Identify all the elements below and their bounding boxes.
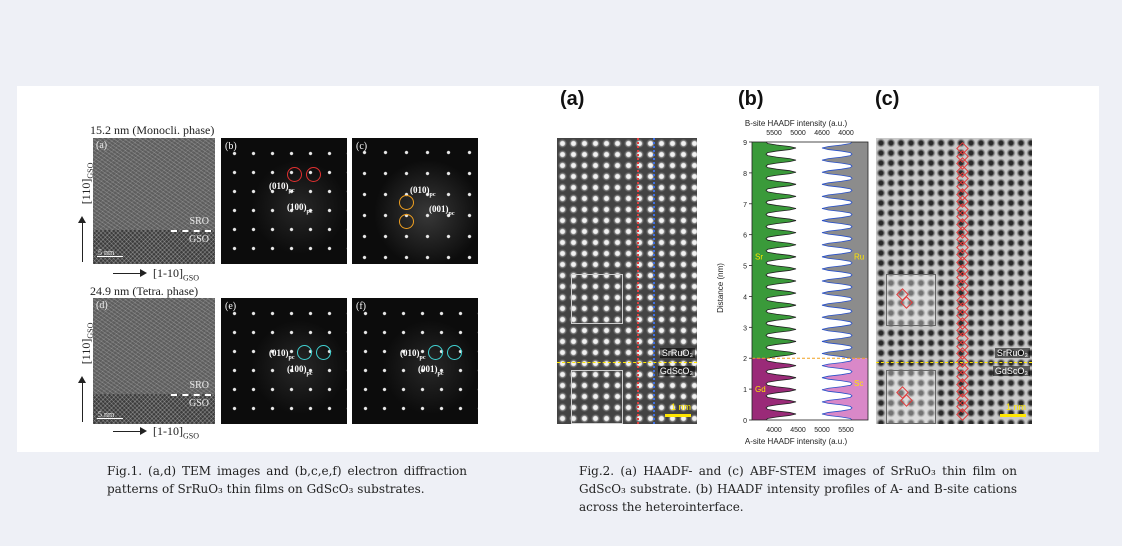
fig2-panel-label-c: (c) [875, 88, 900, 110]
xlabel-bottom: A-site HAADF intensity (a.u.) [745, 437, 848, 446]
y-tick-label: 6 [743, 233, 747, 240]
ring-marker [428, 345, 443, 360]
scale-bar [1000, 414, 1026, 417]
y-tick-label: 5 [743, 264, 747, 271]
gso-tag: GdScO₃ [657, 366, 695, 376]
ring-marker [306, 167, 321, 182]
x-tick-label-bottom: 5500 [838, 427, 854, 434]
axis-vertical-text: [110] [78, 178, 93, 205]
sro-label: SRO [189, 216, 209, 227]
xlabel-top: B-site HAADF intensity (a.u.) [745, 119, 848, 128]
tem-image-d: (d) SRO GSO 5 nm [93, 298, 215, 424]
ring-marker [447, 345, 462, 360]
y-tick-label: 8 [743, 171, 747, 178]
diffraction-pattern-b: (b) (010)pc (100)pc [221, 138, 347, 264]
panel-label-f: (f) [356, 301, 366, 312]
panel-label-c: (c) [356, 141, 368, 152]
sro-tag: SrRuO₃ [994, 348, 1030, 358]
ring-marker [316, 345, 331, 360]
fig1-bottom-title: 24.9 nm (Tetra. phase) [90, 284, 199, 298]
ru-label: Ru [854, 252, 864, 261]
sro-tag: SrRuO₃ [659, 348, 695, 358]
haadf-intensity-profile-chart: B-site HAADF intensity (a.u.) Distance (… [716, 119, 869, 446]
y-tick-label: 0 [743, 418, 747, 425]
fig1-top-title: 15.2 nm (Monocli. phase) [90, 123, 215, 137]
ylabel: Distance (nm) [716, 263, 725, 313]
spot-010-label: (010) [269, 181, 289, 191]
x-tick-label-top: 4600 [814, 130, 830, 137]
arrow-right-icon [113, 431, 141, 432]
diffraction-pattern-c: (c) (010)pc (001)pc [352, 138, 478, 264]
x-tick-label-bottom: 5000 [814, 427, 830, 434]
x-tick-label-bottom: 4500 [790, 427, 806, 434]
scale-bar [665, 414, 691, 417]
fig1-axis-vertical-bottom: [110]GSO [77, 304, 95, 422]
x-tick-label-bottom: 4000 [766, 427, 782, 434]
y-tick-label: 9 [743, 140, 747, 147]
scale-bar [97, 418, 123, 419]
gso-label: GSO [188, 398, 209, 409]
arrow-right-icon [113, 273, 141, 274]
spot-010-label: (010) [410, 185, 430, 195]
arrow-up-icon [82, 222, 83, 262]
scale-label: 5 nm [98, 248, 115, 257]
ring-marker [287, 167, 302, 182]
panel-label-e: (e) [225, 301, 237, 312]
x-tick-label-top: 5000 [790, 130, 806, 137]
profile-fill [766, 142, 852, 420]
diffraction-pattern-f: (f) (010)pc (001)pc [352, 298, 478, 424]
panel-label-b: (b) [225, 141, 237, 152]
fig1-axis-horizontal-top: [1-10]GSO [113, 266, 243, 282]
a-site-profile [765, 141, 797, 421]
y-tick-label: 2 [743, 356, 747, 363]
spot-100-label: (100) [287, 202, 307, 212]
fig2-caption: Fig.2. (a) HAADF- and (c) ABF-STEM image… [579, 464, 1017, 514]
plot-frame [751, 141, 869, 421]
ring-marker [297, 345, 312, 360]
sr-label: Sr [755, 252, 763, 261]
panel-label-a: (a) [96, 140, 108, 151]
axis-horizontal-sub: GSO [183, 273, 200, 283]
gso-tag: GdScO₃ [992, 366, 1030, 376]
arrow-up-icon [82, 382, 83, 422]
haadf-stem-image: SrRuO₃ GdScO₃ 1 nm [557, 138, 697, 424]
abf-stem-image: SrRuO₃ GdScO₃ 1 nm [876, 138, 1032, 424]
ring-marker [399, 195, 414, 210]
y-tick-label: 4 [743, 294, 747, 301]
axis-horizontal-text: [1-10] [153, 266, 183, 280]
x-tick-label-top: 5500 [766, 130, 782, 137]
fig2-panel-label-b: (b) [738, 88, 764, 110]
y-tick-label: 1 [743, 387, 747, 394]
x-tick-label-top: 4000 [838, 130, 854, 137]
fig1-axis-horizontal-bottom: [1-10]GSO [113, 424, 243, 440]
fig1-axis-vertical-top: [110]GSO [77, 146, 95, 264]
y-tick-label: 3 [743, 325, 747, 332]
tem-image-a: (a) SRO GSO 5 nm [93, 138, 215, 264]
ring-marker [399, 214, 414, 229]
scale-label: 5 nm [98, 410, 115, 419]
sro-label: SRO [189, 380, 209, 391]
gso-label: GSO [188, 234, 209, 245]
atom-marker [956, 408, 969, 421]
y-tick-label: 7 [743, 202, 747, 209]
scale-label: 1 nm [1005, 402, 1026, 412]
panel-label-d: (d) [96, 300, 108, 311]
spot-001-label: (001) [429, 204, 449, 214]
b-site-profile [821, 141, 853, 421]
diffraction-pattern-e: (e) (010)pc (100)pc [221, 298, 347, 424]
sc-label: Sc [854, 379, 863, 388]
scale-label: 1 nm [670, 402, 691, 412]
fig1-caption: Fig.1. (a,d) TEM images and (b,c,e,f) el… [107, 464, 467, 496]
scale-bar [97, 256, 123, 257]
content-panel: 15.2 nm (Monocli. phase) [110]GSO (a) SR… [17, 86, 1099, 452]
gd-label: Gd [755, 385, 766, 394]
fig2-panel-label-a: (a) [560, 88, 585, 110]
